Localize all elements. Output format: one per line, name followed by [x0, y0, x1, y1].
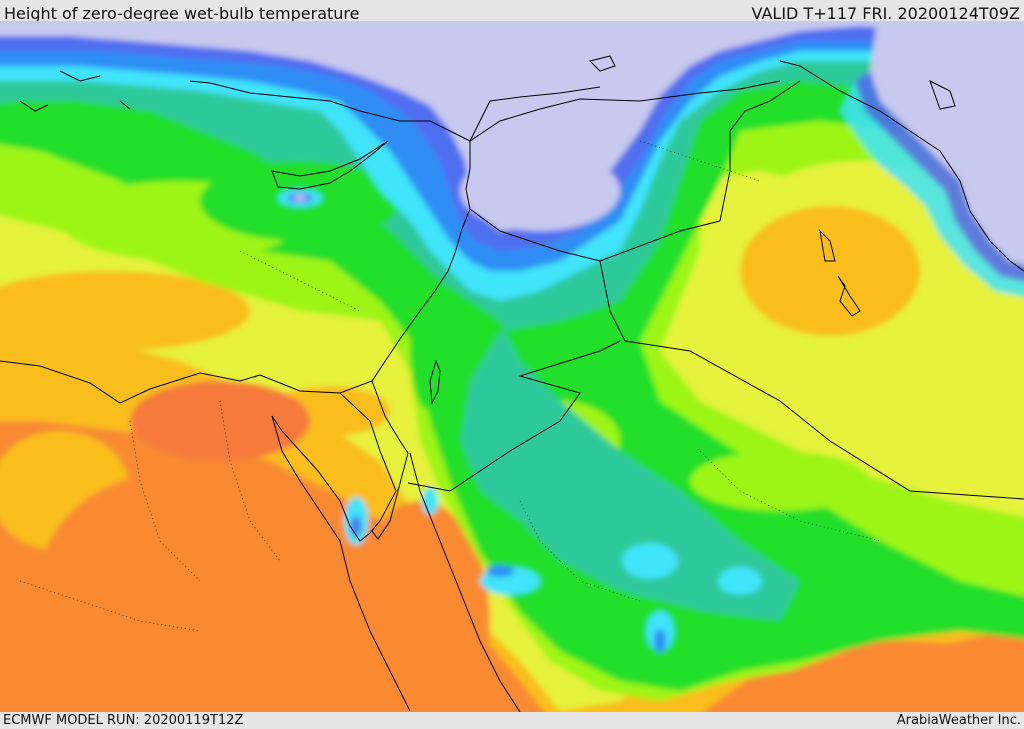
coastline-gulf-north [779, 60, 1024, 272]
field-cyan-ne [840, 81, 1024, 297]
map-panel[interactable] [0, 21, 1024, 712]
yellow-patch-east [930, 401, 1024, 481]
valid-time: VALID T+117 FRI. 20200124T09Z [751, 4, 1020, 21]
lowest-pocket-cyprus [294, 195, 306, 201]
border-syria-iraq [599, 260, 1024, 500]
coastline-sinai [271, 392, 397, 542]
coastline-arabia-red-sea [409, 452, 521, 712]
forecast-map [0, 21, 1024, 712]
border-iraq-iran [719, 80, 801, 222]
field-teal [0, 21, 1024, 621]
gold-patch-north-egypt [0, 271, 250, 351]
admin-lines-layer [19, 140, 881, 632]
orange-patch-egypt [130, 381, 310, 461]
green-pocket-levant [410, 291, 450, 411]
coastline-turkey-south [189, 80, 471, 142]
coastline-gulf-of-aqaba [371, 452, 409, 540]
orange-patch-red-sea [350, 501, 490, 712]
border-egypt-israel [371, 380, 409, 454]
header-bar: Height of zero-degree wet-bulb temperatu… [0, 0, 1024, 21]
blue-pocket-saudi [654, 629, 666, 653]
coastline-gulf-of-suez [271, 415, 411, 712]
cyan-pocket-aqaba [422, 487, 438, 515]
border-jordan-saudi [407, 340, 621, 492]
credit-label: ArabiaWeather Inc. [896, 713, 1021, 728]
coastline-iraq-lakes [819, 229, 861, 317]
coastlines-layer [0, 55, 1024, 712]
orange-patch-egypt-south [40, 471, 320, 691]
cyan-pocket-saudi-1 [622, 543, 678, 579]
map-title: Height of zero-degree wet-bulb temperatu… [4, 4, 360, 21]
field-lowest [0, 21, 1024, 231]
border-syria-jordan [469, 208, 721, 262]
coastline-levant [419, 86, 601, 312]
footer-bar: ECMWF MODEL RUN: 20200119T12Z ArabiaWeat… [0, 712, 1024, 729]
lowest-blob-syria [460, 151, 620, 231]
model-run-label: ECMWF MODEL RUN: 20200119T12Z [3, 713, 244, 728]
border-turkey-syria [469, 80, 781, 142]
coastline-greek-islands [19, 70, 131, 112]
blue-pocket-hejaz [486, 565, 514, 577]
field-lowest-ne [870, 21, 1024, 266]
coastline-turkey-lakes [589, 55, 956, 110]
lime-pocket-east [690, 451, 870, 511]
cyan-pocket-saudi-2 [718, 567, 762, 595]
gold-patch-iraq-core [740, 206, 920, 336]
coastline-cyprus [271, 140, 389, 190]
coastline-dead-sea [429, 359, 441, 405]
blue-pocket-sinai [351, 516, 361, 536]
